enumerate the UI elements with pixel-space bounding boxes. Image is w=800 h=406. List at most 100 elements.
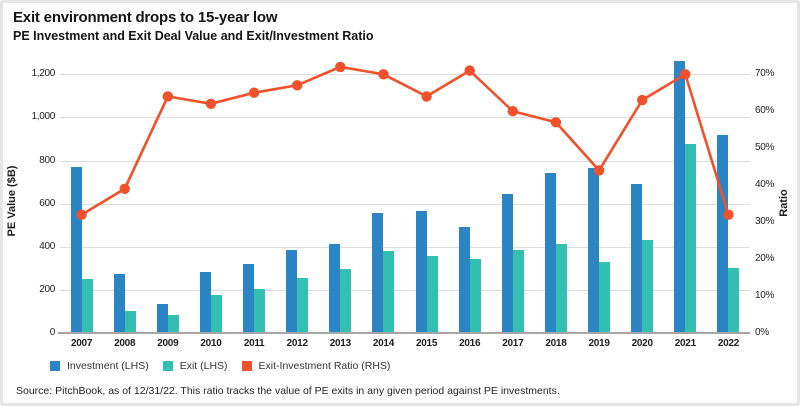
x-tick-2010: 2010 <box>200 338 222 349</box>
ratio-point-2009 <box>162 91 173 102</box>
right-tick-0%: 0% <box>755 327 769 338</box>
x-tick-2017: 2017 <box>502 338 524 349</box>
gridline-200 <box>60 289 750 291</box>
exit-bar-2012 <box>297 278 309 333</box>
x-tick-2012: 2012 <box>286 338 308 349</box>
ratio-point-2010 <box>205 98 217 109</box>
exit-bar-2015 <box>426 256 438 333</box>
x-tick-2014: 2014 <box>372 338 394 349</box>
investment-bar-2020 <box>631 184 643 333</box>
gridline-1000 <box>60 117 750 119</box>
investment-bar-2013 <box>329 243 341 333</box>
bar-group-2009 <box>146 57 189 333</box>
bar-group-2020 <box>621 57 664 333</box>
x-tick-2007: 2007 <box>71 338 93 349</box>
investment-bar-2021 <box>674 61 686 333</box>
plot-area <box>60 57 750 333</box>
investment-bar-2018 <box>544 173 556 333</box>
left-tick-1,200: 1,200 <box>31 68 55 80</box>
ratio-point-2021 <box>680 69 691 80</box>
investment-bar-2008 <box>113 273 125 333</box>
ratio-point-2019 <box>593 165 605 176</box>
bar-group-2008 <box>103 57 146 333</box>
bar-groups <box>60 57 750 333</box>
x-tick-2009: 2009 <box>157 338 179 349</box>
legend-swatch-icon <box>241 361 252 371</box>
chart-subtitle: PE Investment and Exit Deal Value and Ex… <box>13 29 374 43</box>
investment-bar-2011 <box>243 264 255 333</box>
ratio-line <box>80 65 730 216</box>
x-tick-2021: 2021 <box>674 338 696 349</box>
exit-bar-2022 <box>728 268 740 333</box>
ratio-point-2018 <box>550 117 562 128</box>
right-tick-60%: 60% <box>755 105 775 117</box>
ratio-point-2015 <box>421 91 432 102</box>
legend-item: Exit (LHS) <box>162 360 228 372</box>
investment-bar-2007 <box>70 166 82 333</box>
left-tick-400: 400 <box>39 240 55 252</box>
x-tick-2011: 2011 <box>243 338 265 349</box>
x-tick-2022: 2022 <box>717 338 739 349</box>
ratio-point-2014 <box>378 69 389 80</box>
exit-bar-2010 <box>210 295 222 333</box>
exit-bar-2013 <box>340 269 352 333</box>
source-note: Source: PitchBook, as of 12/31/22. This … <box>16 385 560 397</box>
investment-bar-2019 <box>588 168 600 333</box>
bar-group-2011 <box>233 57 276 333</box>
right-tick-30%: 30% <box>755 216 775 228</box>
x-axis-line <box>58 332 750 334</box>
left-tick-1,000: 1,000 <box>31 111 55 123</box>
x-tick-2018: 2018 <box>545 338 567 349</box>
exit-bar-2007 <box>81 279 93 333</box>
legend-label: Investment (LHS) <box>67 360 149 372</box>
investment-bar-2009 <box>156 303 168 333</box>
exit-bar-2019 <box>599 261 611 333</box>
left-tick-600: 600 <box>39 197 55 209</box>
ratio-point-2020 <box>637 94 648 106</box>
ratio-point-2013 <box>335 61 346 73</box>
ratio-line-layer <box>76 61 734 220</box>
gridline-800 <box>60 160 750 162</box>
investment-bar-2014 <box>372 213 384 333</box>
right-axis-title: Ratio <box>778 189 790 217</box>
right-tick-40%: 40% <box>755 179 775 191</box>
left-tick-200: 200 <box>39 283 55 295</box>
right-tick-10%: 10% <box>755 290 775 302</box>
bar-group-2019 <box>578 57 621 333</box>
exit-bar-2021 <box>685 144 697 333</box>
bar-group-2017 <box>491 57 534 333</box>
exit-bar-2016 <box>469 258 481 333</box>
ratio-point-2011 <box>248 87 260 98</box>
ratio-point-2008 <box>119 183 130 194</box>
legend-label: Exit-Investment Ratio (RHS) <box>258 360 391 372</box>
ratio-point-2022 <box>723 209 734 220</box>
chart-title: Exit environment drops to 15-year low <box>13 9 278 26</box>
bar-group-2022 <box>707 57 750 333</box>
exit-bar-2014 <box>383 251 395 333</box>
x-tick-2020: 2020 <box>631 338 653 349</box>
right-tick-20%: 20% <box>755 253 775 265</box>
bar-group-2015 <box>405 57 448 333</box>
bar-group-2021 <box>664 57 707 333</box>
legend-item: Investment (LHS) <box>50 360 149 372</box>
bar-group-2018 <box>534 57 577 333</box>
ratio-point-2012 <box>292 80 303 91</box>
bar-group-2012 <box>276 57 319 333</box>
x-tick-2016: 2016 <box>459 338 481 349</box>
x-tick-2013: 2013 <box>329 338 351 349</box>
bar-group-2007 <box>60 57 103 333</box>
bar-group-2013 <box>319 57 362 333</box>
exit-bar-2017 <box>512 249 524 333</box>
bar-group-2010 <box>189 57 232 333</box>
x-tick-2008: 2008 <box>114 338 136 349</box>
right-tick-70%: 70% <box>755 68 775 80</box>
left-tick-800: 800 <box>39 154 55 166</box>
dual-axis-combo-chart: PE Value ($B) Ratio 0 200 400 600 800 1,000 1,… <box>3 3 797 403</box>
left-tick-0: 0 <box>49 327 56 338</box>
gridline-1200 <box>60 74 750 76</box>
investment-bar-2010 <box>199 271 211 333</box>
exit-bar-2011 <box>254 288 266 333</box>
legend-swatch-icon <box>162 361 173 371</box>
gridline-600 <box>60 203 750 205</box>
